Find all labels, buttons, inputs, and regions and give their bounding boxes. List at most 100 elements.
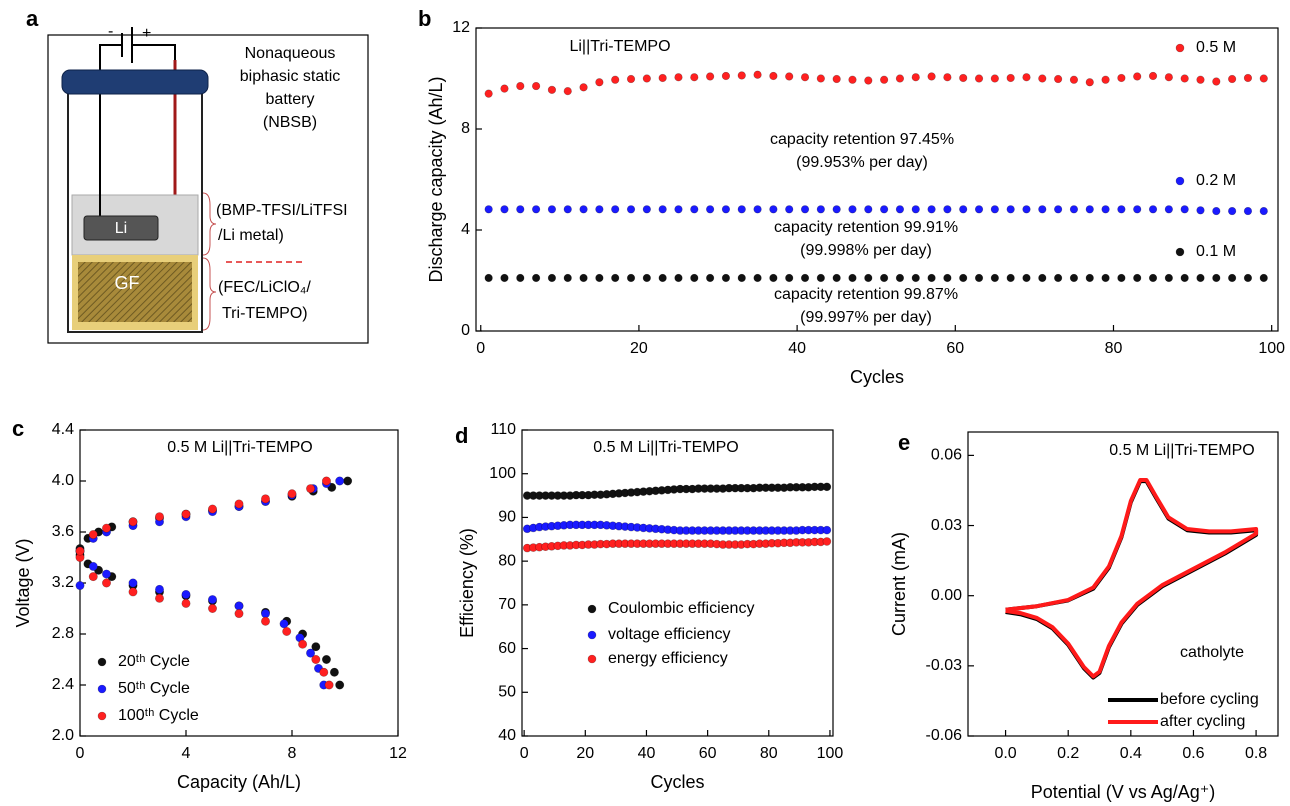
data-point bbox=[516, 81, 525, 91]
data-point bbox=[500, 84, 509, 93]
data-point bbox=[611, 205, 620, 214]
data-point bbox=[1228, 273, 1237, 283]
data-point bbox=[595, 273, 604, 283]
data-point bbox=[595, 205, 604, 214]
y-tick-label: 0.00 bbox=[931, 587, 962, 604]
data-point bbox=[1180, 205, 1189, 214]
data-point bbox=[880, 205, 889, 214]
data-point bbox=[516, 273, 525, 283]
x-tick-label: 60 bbox=[699, 745, 717, 762]
data-point bbox=[128, 578, 138, 588]
annotation: capacity retention 99.87% bbox=[774, 286, 958, 303]
data-point bbox=[208, 504, 218, 514]
legend-swatch bbox=[97, 711, 107, 721]
cell-label: Nonaqueous bbox=[245, 45, 336, 62]
data-point bbox=[1006, 205, 1015, 214]
x-tick-label: 80 bbox=[1105, 340, 1123, 357]
data-point bbox=[1196, 75, 1205, 84]
x-tick-label: 0 bbox=[476, 340, 485, 357]
data-point bbox=[532, 205, 541, 214]
data-point bbox=[1243, 206, 1253, 216]
data-point bbox=[155, 584, 165, 594]
x-axis-label: Cycles bbox=[850, 367, 904, 387]
data-point bbox=[1180, 74, 1189, 83]
annotation: 0.5 M Li||Tri-TEMPO bbox=[593, 439, 739, 456]
data-point bbox=[658, 273, 667, 283]
data-point bbox=[642, 273, 651, 283]
brace bbox=[202, 192, 217, 256]
cell-lid bbox=[61, 69, 209, 95]
data-point bbox=[990, 205, 999, 214]
data-point bbox=[1133, 205, 1142, 214]
annotation: 0.5 M Li||Tri-TEMPO bbox=[1109, 442, 1255, 459]
data-point bbox=[208, 603, 218, 613]
data-point bbox=[1259, 74, 1268, 83]
y-tick-label: 3.2 bbox=[52, 574, 74, 591]
x-axis-label: Cycles bbox=[650, 772, 704, 792]
data-point bbox=[943, 205, 952, 214]
data-point bbox=[674, 205, 683, 214]
data-point bbox=[279, 619, 289, 629]
data-point bbox=[155, 512, 165, 522]
data-point bbox=[626, 205, 636, 214]
legend-label: energy efficiency bbox=[608, 650, 728, 667]
y-tick-label: 80 bbox=[498, 552, 516, 569]
felt-label: GF bbox=[115, 273, 140, 293]
data-point bbox=[674, 273, 683, 283]
data-point bbox=[563, 87, 572, 96]
data-point bbox=[547, 273, 557, 283]
data-point bbox=[88, 561, 98, 571]
data-point bbox=[737, 71, 746, 80]
data-point bbox=[769, 71, 778, 81]
data-point bbox=[532, 81, 541, 91]
legend-swatch bbox=[1175, 43, 1185, 53]
legend-label: Coulombic efficiency bbox=[608, 600, 754, 617]
x-tick-label: 60 bbox=[946, 340, 964, 357]
y-axis-label: Voltage (V) bbox=[13, 538, 33, 627]
x-tick-label: 12 bbox=[389, 745, 407, 762]
data-point bbox=[832, 273, 841, 283]
data-point bbox=[822, 537, 832, 546]
legend-swatch bbox=[587, 604, 597, 614]
panel: b 0 20 40 60 80 100 0 4 8 12 Cycles Discharge capaci… bbox=[418, 6, 1285, 387]
data-point bbox=[753, 70, 762, 79]
data-point bbox=[1196, 206, 1205, 215]
data-point bbox=[832, 74, 841, 84]
legend-label: 100ᵗʰ Cycle bbox=[118, 707, 199, 724]
x-tick-label: 100 bbox=[817, 745, 844, 762]
annotation: capacity retention 99.91% bbox=[774, 219, 958, 236]
data-point bbox=[335, 476, 345, 486]
legend-label: after cycling bbox=[1160, 713, 1245, 730]
data-point bbox=[234, 601, 244, 611]
x-tick-label: 0 bbox=[76, 745, 85, 762]
data-point bbox=[800, 73, 810, 82]
data-point bbox=[1212, 206, 1221, 216]
schematic: a - + GF Li Nonaqueous biphasic static b… bbox=[26, 6, 369, 344]
data-point bbox=[769, 205, 778, 214]
annotation: (99.998% per day) bbox=[800, 242, 932, 259]
legend-swatch bbox=[97, 657, 107, 667]
data-point bbox=[626, 74, 636, 84]
data-point bbox=[626, 273, 636, 283]
y-tick-label: -0.03 bbox=[926, 657, 963, 674]
data-point bbox=[1054, 273, 1063, 283]
x-tick-label: 0 bbox=[520, 745, 529, 762]
x-tick-label: 0.4 bbox=[1120, 745, 1142, 762]
data-point bbox=[1054, 74, 1063, 84]
data-point bbox=[816, 273, 825, 283]
y-axis-label: Current (mA) bbox=[889, 532, 909, 636]
data-point bbox=[880, 75, 889, 84]
data-point bbox=[321, 654, 331, 664]
data-point bbox=[563, 273, 572, 283]
data-point bbox=[1180, 273, 1189, 283]
data-point bbox=[911, 73, 920, 82]
data-point bbox=[927, 72, 936, 81]
data-point bbox=[1038, 205, 1047, 214]
data-point bbox=[319, 667, 329, 677]
data-point bbox=[642, 74, 651, 83]
panel-label: b bbox=[418, 6, 431, 31]
data-point bbox=[990, 74, 999, 83]
data-point bbox=[690, 273, 699, 283]
data-point bbox=[642, 205, 651, 214]
